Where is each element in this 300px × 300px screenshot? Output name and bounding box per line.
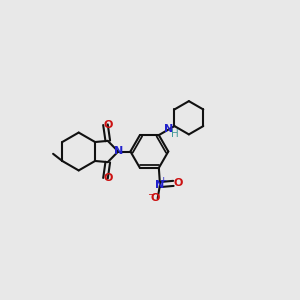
Text: N: N: [114, 146, 123, 157]
Text: N: N: [155, 179, 165, 190]
Text: H: H: [171, 129, 178, 139]
Text: +: +: [159, 176, 166, 185]
Text: O: O: [151, 194, 160, 203]
Text: −: −: [148, 189, 155, 198]
Text: O: O: [174, 178, 183, 188]
Text: N: N: [164, 124, 173, 134]
Text: O: O: [103, 173, 113, 183]
Text: O: O: [103, 120, 113, 130]
